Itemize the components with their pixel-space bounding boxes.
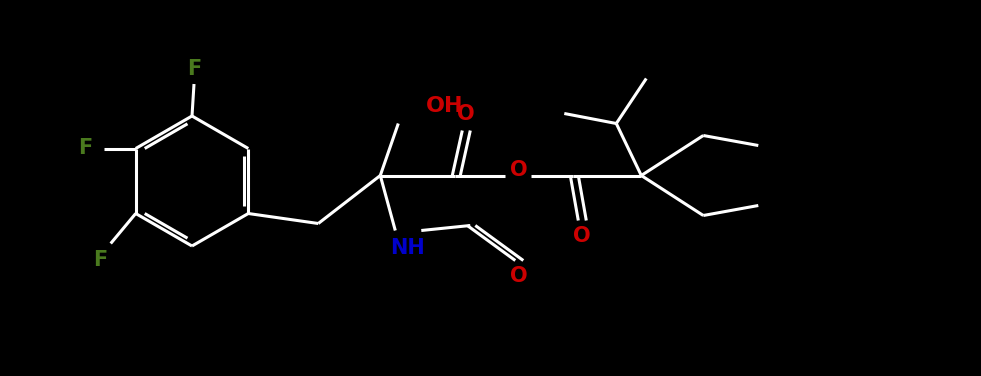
Text: OH: OH [427, 96, 464, 115]
Text: O: O [510, 267, 528, 287]
Text: NH: NH [389, 238, 425, 259]
Text: O: O [510, 161, 528, 180]
Text: F: F [93, 250, 108, 270]
Text: O: O [574, 226, 592, 247]
Text: F: F [78, 138, 93, 159]
Text: O: O [457, 105, 475, 124]
Text: F: F [186, 59, 201, 79]
